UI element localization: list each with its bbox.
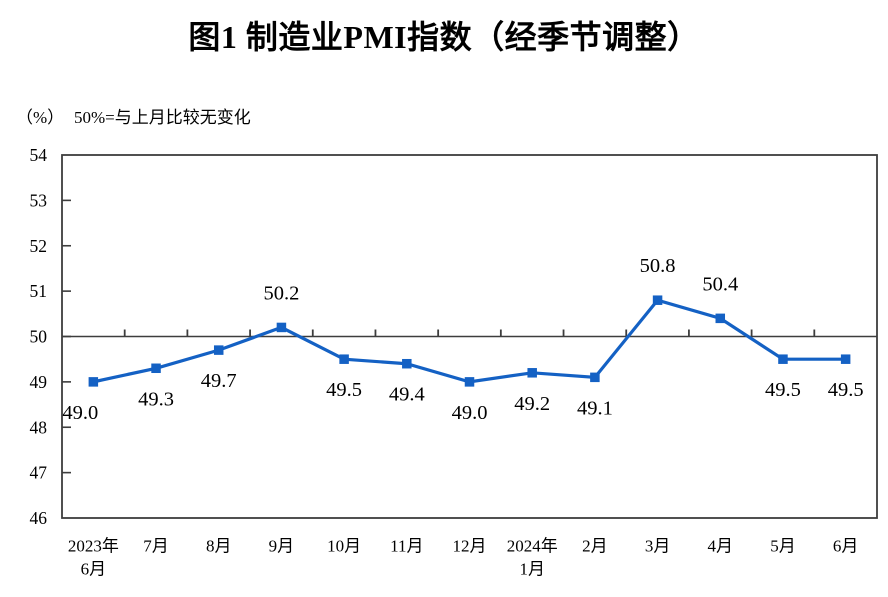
data-point-label: 49.2	[514, 393, 550, 415]
x-axis-tick-label: 9月	[269, 537, 295, 556]
x-axis-tick-label: 6月	[81, 560, 107, 579]
y-axis-tick-label: 54	[30, 145, 48, 165]
data-point-marker	[151, 363, 161, 374]
data-point-marker	[88, 377, 99, 387]
data-point-marker	[213, 345, 224, 355]
x-axis-tick-label: 5月	[770, 537, 796, 556]
x-axis-tick-label: 1月	[519, 560, 545, 579]
y-axis-tick-label: 46	[30, 508, 48, 528]
x-axis-tick-label: 2023年	[68, 537, 119, 556]
y-axis-tick-label: 49	[30, 372, 48, 392]
data-point-label: 50.4	[702, 273, 738, 295]
data-point-label: 49.4	[389, 384, 425, 406]
reference-line-note: 50%=与上月比较无变化	[74, 108, 251, 127]
chart-title: 图1 制造业PMI指数（经季节调整）	[188, 19, 700, 55]
data-point-label: 49.0	[452, 402, 488, 424]
data-point-marker	[652, 295, 663, 305]
x-axis-tick-label: 11月	[390, 537, 423, 556]
y-axis-tick-label: 48	[30, 417, 48, 437]
data-point-marker	[715, 313, 726, 324]
x-axis-tick-label: 2024年	[507, 537, 558, 556]
y-axis-tick-label: 53	[30, 190, 48, 210]
data-point-marker	[464, 377, 475, 387]
x-axis-tick-label: 2月	[582, 537, 608, 556]
y-axis-tick-label: 47	[30, 463, 48, 483]
data-point-label: 50.8	[640, 255, 676, 277]
data-point-marker	[339, 354, 349, 364]
data-point-label: 49.5	[326, 379, 362, 401]
y-axis-tick-label: 51	[30, 281, 48, 301]
data-point-label: 50.2	[263, 282, 299, 304]
data-point-marker	[276, 322, 287, 333]
data-point-label: 49.3	[138, 388, 174, 410]
x-axis-tick-label: 6月	[833, 537, 859, 556]
x-axis-tick-label: 8月	[206, 537, 232, 556]
data-point-label: 49.7	[201, 370, 237, 392]
data-point-label: 49.5	[765, 379, 801, 401]
y-axis-tick-label: 52	[30, 236, 48, 256]
y-axis-tick-label: 50	[30, 327, 48, 347]
data-point-marker	[778, 354, 788, 364]
x-axis-tick-label: 12月	[453, 537, 487, 556]
x-axis-tick-label: 3月	[645, 537, 671, 556]
x-axis-tick-label: 10月	[327, 537, 361, 556]
data-point-marker	[590, 372, 600, 383]
data-point-marker	[402, 358, 412, 369]
x-axis-tick-label: 7月	[143, 537, 169, 556]
x-axis-tick-label: 4月	[708, 537, 734, 556]
y-axis-unit-label: （%）	[16, 108, 65, 127]
data-point-marker	[527, 368, 537, 378]
data-point-marker	[840, 354, 851, 364]
data-point-label: 49.0	[62, 402, 98, 424]
data-point-label: 49.1	[577, 397, 613, 419]
data-point-label: 49.5	[828, 379, 864, 401]
